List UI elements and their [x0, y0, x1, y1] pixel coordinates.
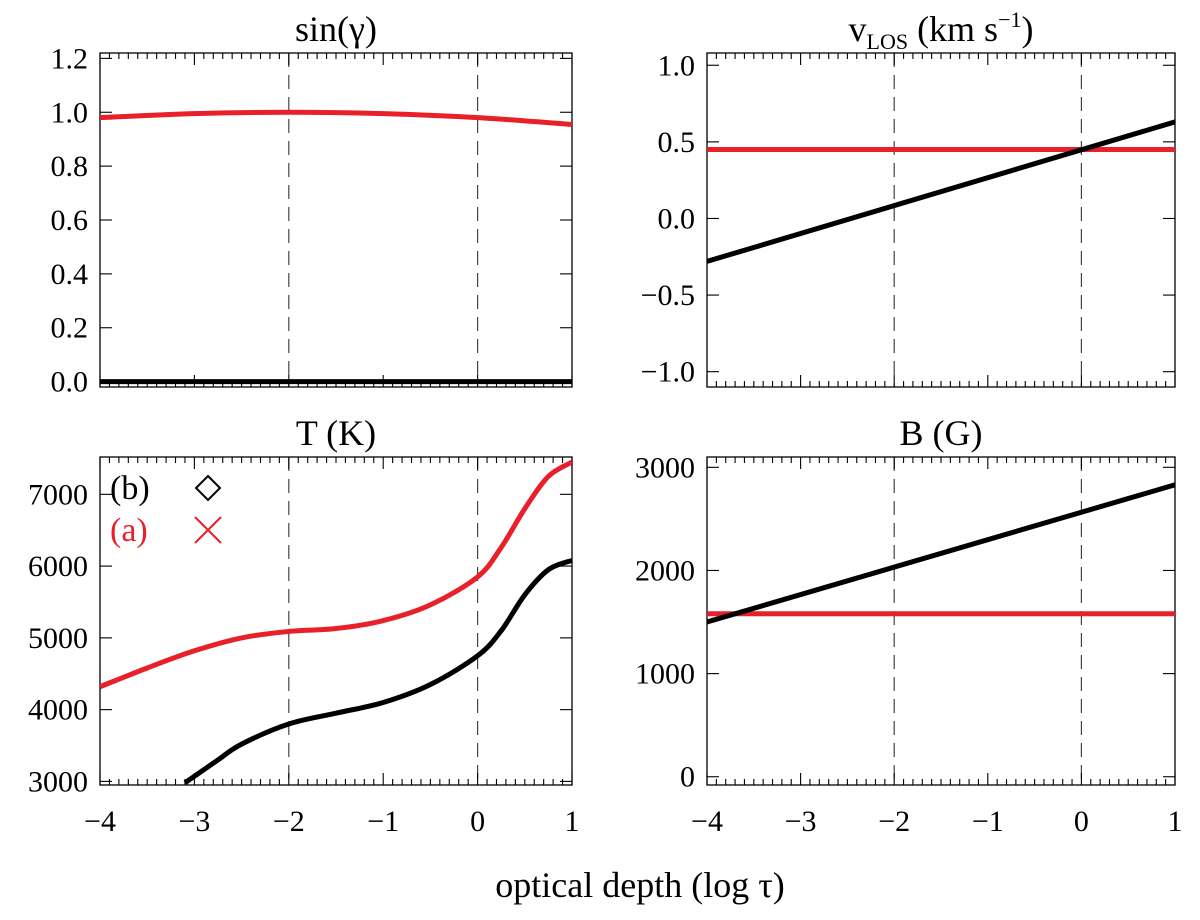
y-tick-label: 0.0 [51, 366, 89, 399]
x-tick-label: −1 [972, 805, 1004, 838]
x-tick-label: −4 [691, 805, 723, 838]
panel-b-field: 0 1000 2000 3000 −4 −3 −2 −1 0 1 B (G) [635, 413, 1183, 838]
series-line-a [100, 109, 572, 127]
y-tick-label: −0.5 [641, 279, 695, 312]
y-tick-label: 1000 [635, 658, 695, 691]
panel-temperature: 3000 4000 5000 6000 7000 −4 −3 −2 −1 0 1 T (K) (b) (a… [28, 413, 580, 838]
y-tick-label: 0.5 [658, 126, 696, 159]
x-tick-label: −3 [178, 805, 210, 838]
x-tick-label: 0 [1074, 805, 1089, 838]
panel-sin-gamma: 0.0 0.2 0.4 0.6 0.8 1.0 1.2 sin(γ) [51, 9, 573, 399]
panel-title: sin(γ) [295, 9, 377, 49]
x-tick-label: 0 [470, 805, 485, 838]
y-tick-label: 0 [680, 761, 695, 794]
plot-frame [706, 52, 1176, 388]
x-tick-label: −2 [878, 805, 910, 838]
panel-title: T (K) [296, 413, 376, 453]
x-axis-label: optical depth (log τ) [495, 865, 784, 905]
y-tick-label: 3000 [28, 765, 88, 798]
y-tick-label: 3000 [635, 451, 695, 484]
x-tick-label: −4 [84, 805, 116, 838]
panel-title: vLOS (km s−1) [849, 7, 1034, 54]
series-line-a [100, 459, 572, 690]
legend-cross-icon [194, 516, 222, 544]
y-tick-label: 1.0 [658, 49, 696, 82]
y-tick-label: 6000 [28, 550, 88, 583]
x-tick-label: −2 [273, 805, 305, 838]
panel-title: B (G) [900, 413, 983, 453]
y-tick-label: 0.0 [658, 202, 696, 235]
y-tick-label: −1.0 [641, 356, 695, 389]
legend-label-a: (a) [110, 512, 148, 549]
x-tick-label: −3 [785, 805, 817, 838]
y-tick-label: 7000 [28, 478, 88, 511]
series-line-b [183, 558, 572, 785]
panel-v-los: −1.0 −0.5 0.0 0.5 1.0 vLOS (km s−1) [641, 7, 1176, 389]
x-tick-label: 1 [1168, 805, 1183, 838]
y-tick-label: 0.4 [51, 258, 89, 291]
y-tick-label: 0.6 [51, 204, 89, 237]
plot-frame [99, 52, 573, 388]
x-tick-label: −1 [367, 805, 399, 838]
y-tick-label: 4000 [28, 694, 88, 727]
series-line-b [707, 482, 1175, 625]
x-tick-label: 1 [565, 805, 580, 838]
y-tick-label: 0.2 [51, 312, 89, 345]
y-tick-label: 1.2 [51, 42, 89, 75]
legend-label-b: (b) [110, 470, 150, 507]
legend-diamond-icon [194, 474, 222, 502]
y-tick-label: 5000 [28, 622, 88, 655]
y-tick-label: 0.8 [51, 150, 89, 183]
plot-frame [99, 456, 573, 786]
series-line-b [707, 119, 1175, 264]
y-tick-label: 1.0 [51, 96, 89, 129]
y-tick-label: 2000 [635, 554, 695, 587]
